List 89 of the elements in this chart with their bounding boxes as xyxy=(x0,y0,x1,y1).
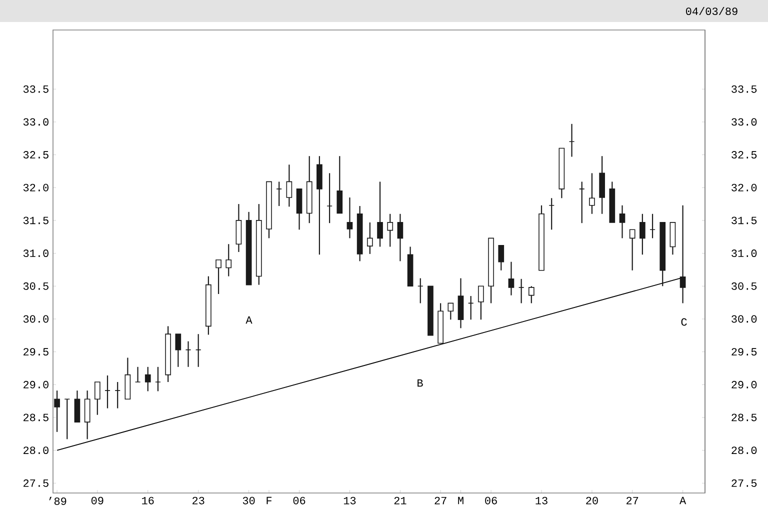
candlestick xyxy=(74,390,80,423)
candlestick xyxy=(54,390,60,432)
candlestick xyxy=(144,366,151,392)
y2-tick-label: 28.0 xyxy=(732,446,757,454)
y-tick-label: 32.0 xyxy=(23,184,48,192)
y2-tick-label: 29.0 xyxy=(732,380,757,388)
y-tick-label: 32.5 xyxy=(23,151,48,159)
y-tick-label: 28.0 xyxy=(24,446,48,454)
x-tick-label: 13 xyxy=(536,496,548,504)
y2-tick-label: 31.5 xyxy=(732,216,757,224)
y2-tick-label: 30.5 xyxy=(732,282,757,290)
y-tick-label: 29.5 xyxy=(24,348,48,356)
x-tick-label: 06 xyxy=(293,496,306,504)
x-tick-label: M xyxy=(458,496,464,504)
candlestick xyxy=(236,203,242,253)
candlestick xyxy=(619,204,626,239)
candlestick xyxy=(478,286,484,320)
y-tick-label: 30.0 xyxy=(23,315,48,323)
candlestick xyxy=(568,123,575,158)
candlestick xyxy=(336,156,343,214)
x-tick-label: 27 xyxy=(434,496,446,504)
candlestick xyxy=(64,398,70,440)
candlestick xyxy=(508,261,514,296)
y-tick-label: 33.0 xyxy=(23,118,48,126)
annotation: A xyxy=(246,316,252,324)
candlestick xyxy=(226,244,232,277)
annotation: C xyxy=(681,318,687,326)
y-tick-label: 27.5 xyxy=(24,479,48,487)
candlestick xyxy=(84,390,90,440)
candlestick xyxy=(498,244,504,271)
x-tick-label: 30 xyxy=(242,496,255,504)
candlestick xyxy=(276,181,282,207)
candlestick xyxy=(286,164,292,208)
candlestick xyxy=(650,213,656,239)
y2-tick-label: 28.5 xyxy=(732,414,757,422)
y2-tick-label: 31.0 xyxy=(732,250,757,258)
x-tick-label: ’89 xyxy=(49,496,66,505)
candlestick xyxy=(640,213,646,256)
x-tick-label: 21 xyxy=(394,496,406,504)
candlestick xyxy=(175,334,182,368)
y2-tick-label: 32.0 xyxy=(732,184,757,192)
y-tick-label: 30.5 xyxy=(23,282,48,290)
y2-tick-label: 29.5 xyxy=(732,348,757,356)
candlestick xyxy=(104,374,110,409)
candlestick xyxy=(468,295,474,320)
candlestick xyxy=(195,334,202,368)
candlestick xyxy=(578,181,585,224)
x-tick-label: 09 xyxy=(91,496,104,504)
y-tick-label: 33.5 xyxy=(23,85,48,93)
candlestick xyxy=(629,229,636,271)
candlestick xyxy=(367,222,373,255)
y-tick-label: 29.0 xyxy=(24,380,48,388)
text: 04/03/89 xyxy=(686,6,738,16)
candlestick xyxy=(155,366,161,392)
y2-tick-label: 32.5 xyxy=(732,151,757,159)
x-tick-label: 20 xyxy=(586,496,598,504)
candlestick xyxy=(448,302,454,320)
x-tick-label: 16 xyxy=(142,496,154,504)
candlestick xyxy=(94,381,100,416)
x-tick-label: A xyxy=(680,496,686,504)
candlestick xyxy=(528,286,534,304)
annotation: B xyxy=(418,379,423,387)
x-tick-label: 13 xyxy=(344,496,356,504)
candlestick xyxy=(114,381,121,409)
y-tick-label: 31.0 xyxy=(23,250,48,258)
x-tick-label: F xyxy=(266,496,272,504)
candlestick xyxy=(185,340,192,368)
y-tick-label: 31.5 xyxy=(23,216,48,224)
x-tick-label: 06 xyxy=(485,496,497,504)
candlestick xyxy=(326,172,332,224)
candlestick xyxy=(589,172,595,214)
y-tick-label: 28.5 xyxy=(24,414,48,422)
y2-tick-label: 27.5 xyxy=(732,479,757,487)
y2-tick-label: 30.0 xyxy=(732,315,757,323)
candlestick xyxy=(134,366,141,383)
candlestick xyxy=(387,213,394,248)
candlestick xyxy=(417,278,424,304)
candlestick xyxy=(346,196,353,239)
candlestick xyxy=(216,259,222,295)
candlestick xyxy=(680,204,686,304)
x-tick-label: 23 xyxy=(192,496,204,504)
candlestick xyxy=(397,213,404,262)
y2-tick-label: 33.5 xyxy=(732,85,757,93)
candlestick xyxy=(377,181,383,248)
x-tick-label: 27 xyxy=(626,496,638,504)
candlestick xyxy=(458,278,464,329)
y2-tick-label: 33.0 xyxy=(732,118,757,126)
candlestick xyxy=(548,198,555,230)
candlestick xyxy=(518,278,524,304)
